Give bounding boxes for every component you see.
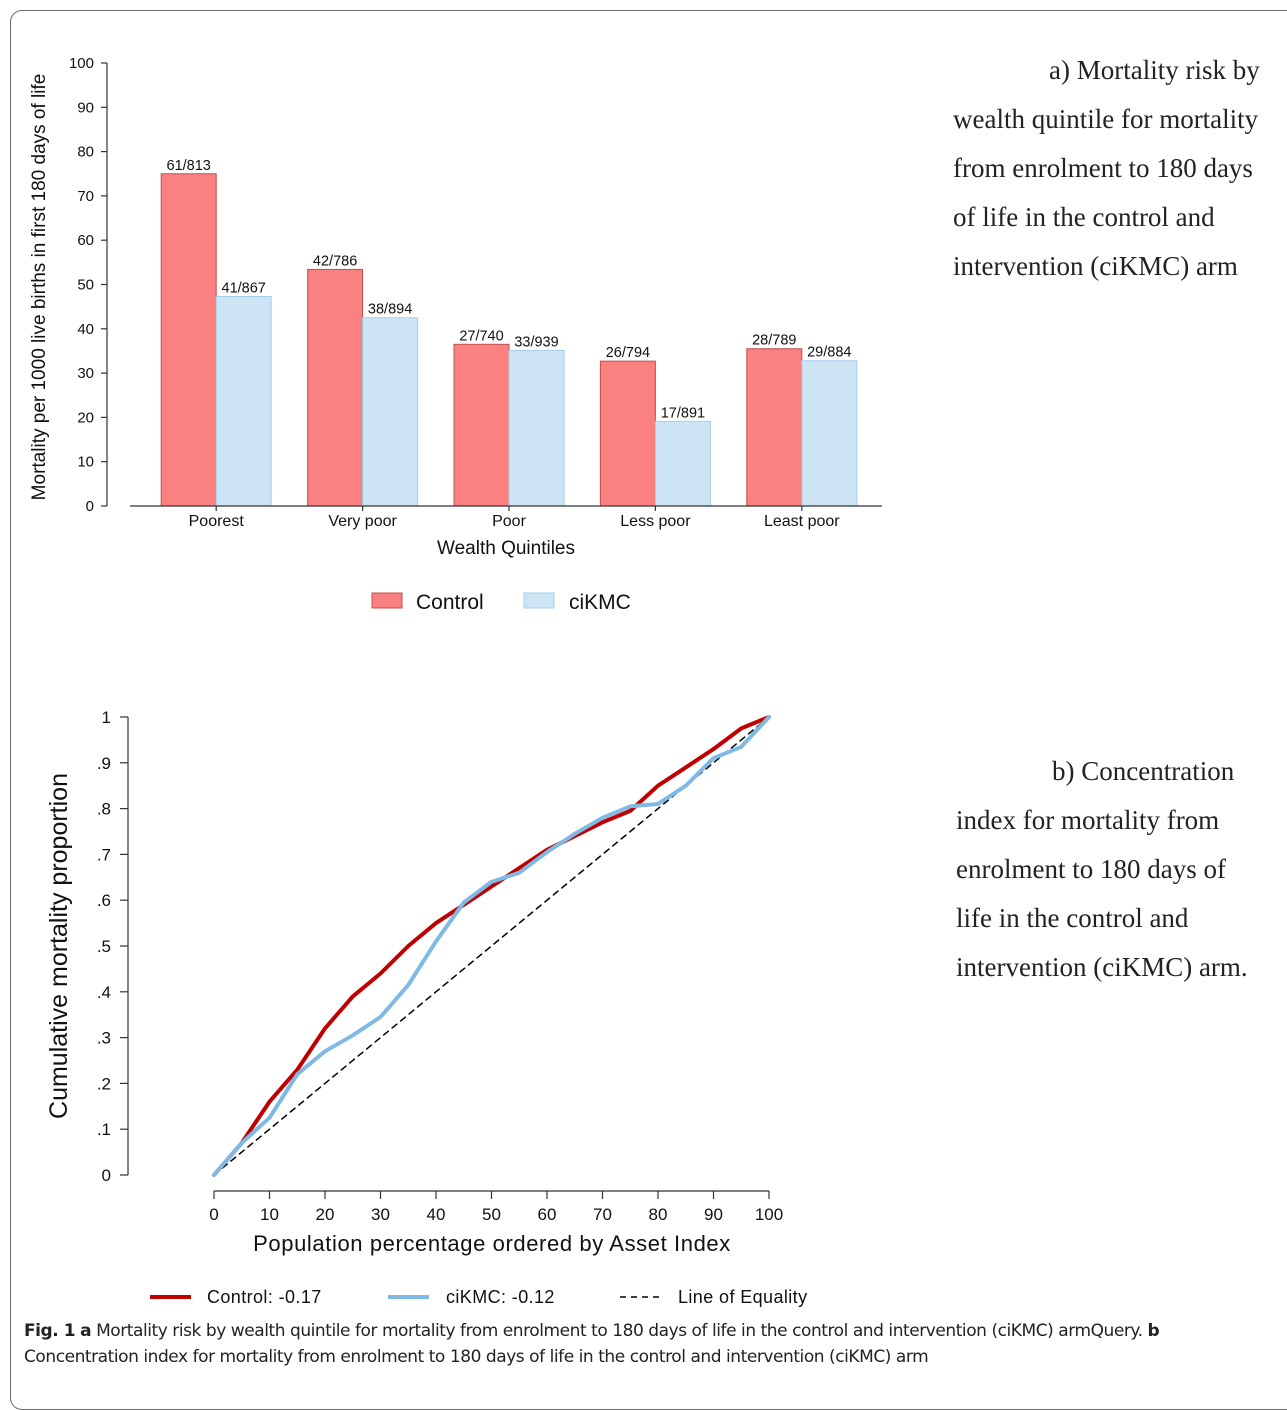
side-note-a-line: from enrolment to 180 days <box>953 153 1253 183</box>
bar-chart-y-tick-label: 60 <box>77 232 94 249</box>
legend-swatch-control <box>371 592 403 609</box>
bar-chart-mortality-by-quintile: 61/813 41/867 42/786 38/894 27/740 33/939 26/7… <box>29 55 882 614</box>
bar-cikmc <box>215 295 272 507</box>
side-note-a: a) Mortality risk by wealth quintile for… <box>953 46 1283 291</box>
side-note-a-line: of life in the control and <box>953 202 1215 232</box>
bar-chart-x-tick-label: Poor <box>492 513 526 530</box>
side-note-a-line: wealth quintile for mortality <box>953 104 1259 134</box>
bar-chart-y-tick-label: 30 <box>77 365 94 382</box>
line-chart-x-tick-label: 30 <box>371 1205 390 1224</box>
side-note-b-line: enrolment to 180 days of <box>956 854 1226 884</box>
bar-data-label: 38/894 <box>368 302 412 318</box>
bar-control <box>307 268 364 507</box>
line-chart-legend: Control: -0.17 ciKMC: -0.12 Line of Equa… <box>150 1287 807 1307</box>
caption-b-text: Concentration index for mortality from e… <box>24 1347 929 1367</box>
bar-cikmc <box>508 350 565 507</box>
bar-chart-x-tick-label: Very poor <box>328 513 397 530</box>
bar-data-label: 61/813 <box>167 158 211 174</box>
line-chart-x-tick-label: 10 <box>260 1205 279 1224</box>
bar-chart-y-axis-label: Mortality per 1000 live births in first … <box>29 74 50 501</box>
bar-data-label: 17/891 <box>661 405 705 421</box>
line-chart-x-tick-label: 0 <box>209 1205 218 1224</box>
side-note-b-line: intervention (ciKMC) arm. <box>956 952 1248 982</box>
line-chart-concentration-curve: 0.1.2.3.4.5.6.7.8.910 10 20 30 40 50 60 70 80 90 1… <box>45 708 807 1307</box>
bar-chart-legend: Control ciKMC <box>371 591 631 614</box>
bar-data-label: 28/789 <box>752 333 796 349</box>
bar-chart-y-tick-label: 70 <box>77 188 94 205</box>
bar-chart-y-tick-label: 100 <box>69 55 94 72</box>
bar-control <box>746 348 803 507</box>
line-chart-y-tick-label: .7 <box>97 845 111 864</box>
bar-control <box>599 360 656 507</box>
line-chart-y-tick-label: .9 <box>97 754 111 773</box>
line-chart-y-tick-label: .5 <box>97 937 111 956</box>
line-chart-y-axis-label: Cumulative mortality proportion <box>45 773 73 1119</box>
bar-data-label: 41/867 <box>222 280 266 296</box>
caption-b-label: b <box>1147 1321 1160 1341</box>
bar-data-label: 33/939 <box>514 335 558 351</box>
bar-data-label: 27/740 <box>459 328 503 344</box>
bar-chart-y-tick-label: 0 <box>86 498 94 515</box>
line-chart-x-tick-label: 60 <box>538 1205 557 1224</box>
bar-chart-x-tick-label: Poorest <box>189 513 245 530</box>
side-note-a-line: a) Mortality risk by <box>1049 55 1260 85</box>
line-chart-x-axis-label: Population percentage ordered by Asset I… <box>253 1231 731 1256</box>
line-chart-x-tick-label: 100 <box>755 1205 783 1224</box>
line-chart-y-tick-label: .4 <box>97 983 111 1002</box>
caption-a-text: Mortality risk by wealth quintile for mo… <box>96 1321 1143 1341</box>
bar-chart-y-tick-label: 90 <box>77 99 94 116</box>
legend-label-cikmc: ciKMC <box>569 591 631 614</box>
line-chart-y-tick-label: 1 <box>102 708 111 727</box>
bar-cikmc <box>801 360 858 507</box>
line-chart-x-tick-label: 50 <box>482 1205 501 1224</box>
line-chart-y-tick-label: .8 <box>97 800 111 819</box>
bar-chart-y-tick-label: 20 <box>77 409 94 426</box>
line-chart-x-tick-label: 70 <box>593 1205 612 1224</box>
bar-chart-y-tick-label: 80 <box>77 144 94 161</box>
side-note-b: b) Concentration index for mortality fro… <box>956 747 1286 992</box>
bar-chart-y-tick-label: 10 <box>77 454 94 471</box>
bar-data-label: 26/794 <box>606 345 650 361</box>
bar-cikmc <box>362 317 419 507</box>
figure-caption: Fig. 1 a Mortality risk by wealth quinti… <box>24 1318 1274 1370</box>
bar-control <box>160 173 217 507</box>
line-chart-x-tick-label: 80 <box>649 1205 668 1224</box>
side-note-b-line: index for mortality from <box>956 805 1220 835</box>
line-chart-y-tick-label: .2 <box>97 1074 111 1093</box>
bar-data-label: 42/786 <box>313 253 357 269</box>
line-chart-y-tick-label: .3 <box>97 1029 111 1048</box>
line-chart-x-tick-label: 90 <box>704 1205 723 1224</box>
side-note-a-line: intervention (ciKMC) arm <box>953 251 1238 281</box>
bar-chart-y-tick-label: 50 <box>77 277 94 294</box>
legend-label-equality: Line of Equality <box>678 1287 807 1307</box>
cikmc-curve <box>212 715 771 1177</box>
legend-label-control: Control <box>416 591 484 614</box>
bar-cikmc <box>654 420 711 507</box>
caption-fig-label: Fig. 1 <box>24 1321 76 1341</box>
line-chart-y-tick-label: 0 <box>102 1166 111 1185</box>
bar-chart-x-axis-label: Wealth Quintiles <box>437 538 575 559</box>
control-curve <box>212 715 771 1177</box>
side-note-b-line: b) Concentration <box>1052 756 1235 786</box>
caption-a-label: a <box>80 1321 92 1341</box>
bar-chart-y-tick-label: 40 <box>77 321 94 338</box>
line-chart-x-tick-label: 40 <box>427 1205 446 1224</box>
legend-swatch-cikmc <box>523 592 555 609</box>
bar-chart-x-tick-label: Least poor <box>764 513 840 530</box>
side-note-b-line: life in the control and <box>956 903 1189 933</box>
line-chart-x-tick-label: 20 <box>316 1205 335 1224</box>
line-chart-y-tick-label: .1 <box>97 1120 111 1139</box>
bar-chart-x-tick-label: Less poor <box>620 513 691 530</box>
bar-data-label: 29/884 <box>807 345 851 361</box>
line-chart-y-tick-label: .6 <box>97 891 111 910</box>
bar-control <box>453 343 510 507</box>
legend-label-control: Control: -0.17 <box>207 1287 322 1307</box>
legend-label-cikmc: ciKMC: -0.12 <box>446 1287 555 1307</box>
